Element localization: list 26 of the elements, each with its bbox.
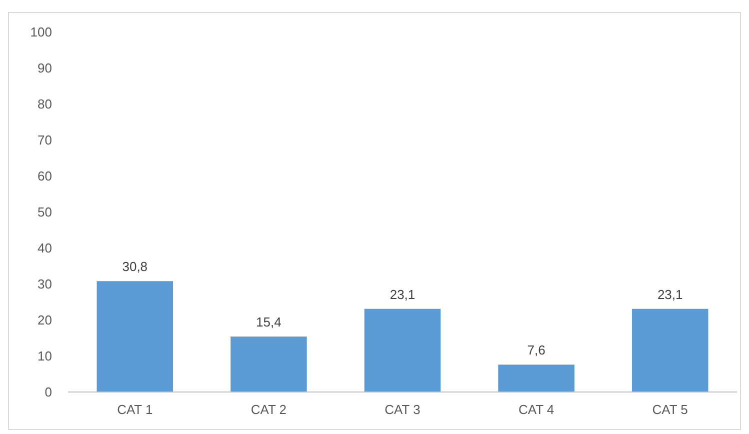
y-tick-label: 40 — [38, 240, 52, 256]
data-label: 7,6 — [527, 342, 546, 358]
data-label: 15,4 — [256, 314, 282, 330]
y-tick-label: 0 — [44, 384, 52, 400]
y-tick-label: 20 — [38, 312, 52, 328]
bar — [632, 308, 708, 392]
y-tick-label: 70 — [38, 132, 52, 148]
y-tick-label: 90 — [38, 60, 52, 76]
bar — [498, 364, 574, 392]
bar — [364, 308, 441, 392]
data-label: 23,1 — [657, 286, 683, 302]
x-tick-label: CAT 1 — [117, 402, 153, 417]
x-tick-label: CAT 2 — [250, 402, 287, 417]
x-tick-label: CAT 5 — [652, 402, 688, 417]
x-tick-label: CAT 4 — [518, 402, 554, 417]
data-label: 23,1 — [390, 286, 416, 302]
y-tick-label: 60 — [38, 168, 52, 184]
y-tick-label: 80 — [38, 96, 52, 112]
bar — [96, 281, 174, 392]
y-tick-label: 10 — [38, 348, 52, 364]
y-tick-label: 30 — [38, 276, 52, 292]
data-label: 30,8 — [122, 259, 148, 274]
y-tick-label: 50 — [38, 204, 52, 220]
bar — [230, 336, 307, 392]
y-tick-label: 100 — [30, 24, 52, 40]
x-tick-label: CAT 3 — [384, 402, 420, 417]
